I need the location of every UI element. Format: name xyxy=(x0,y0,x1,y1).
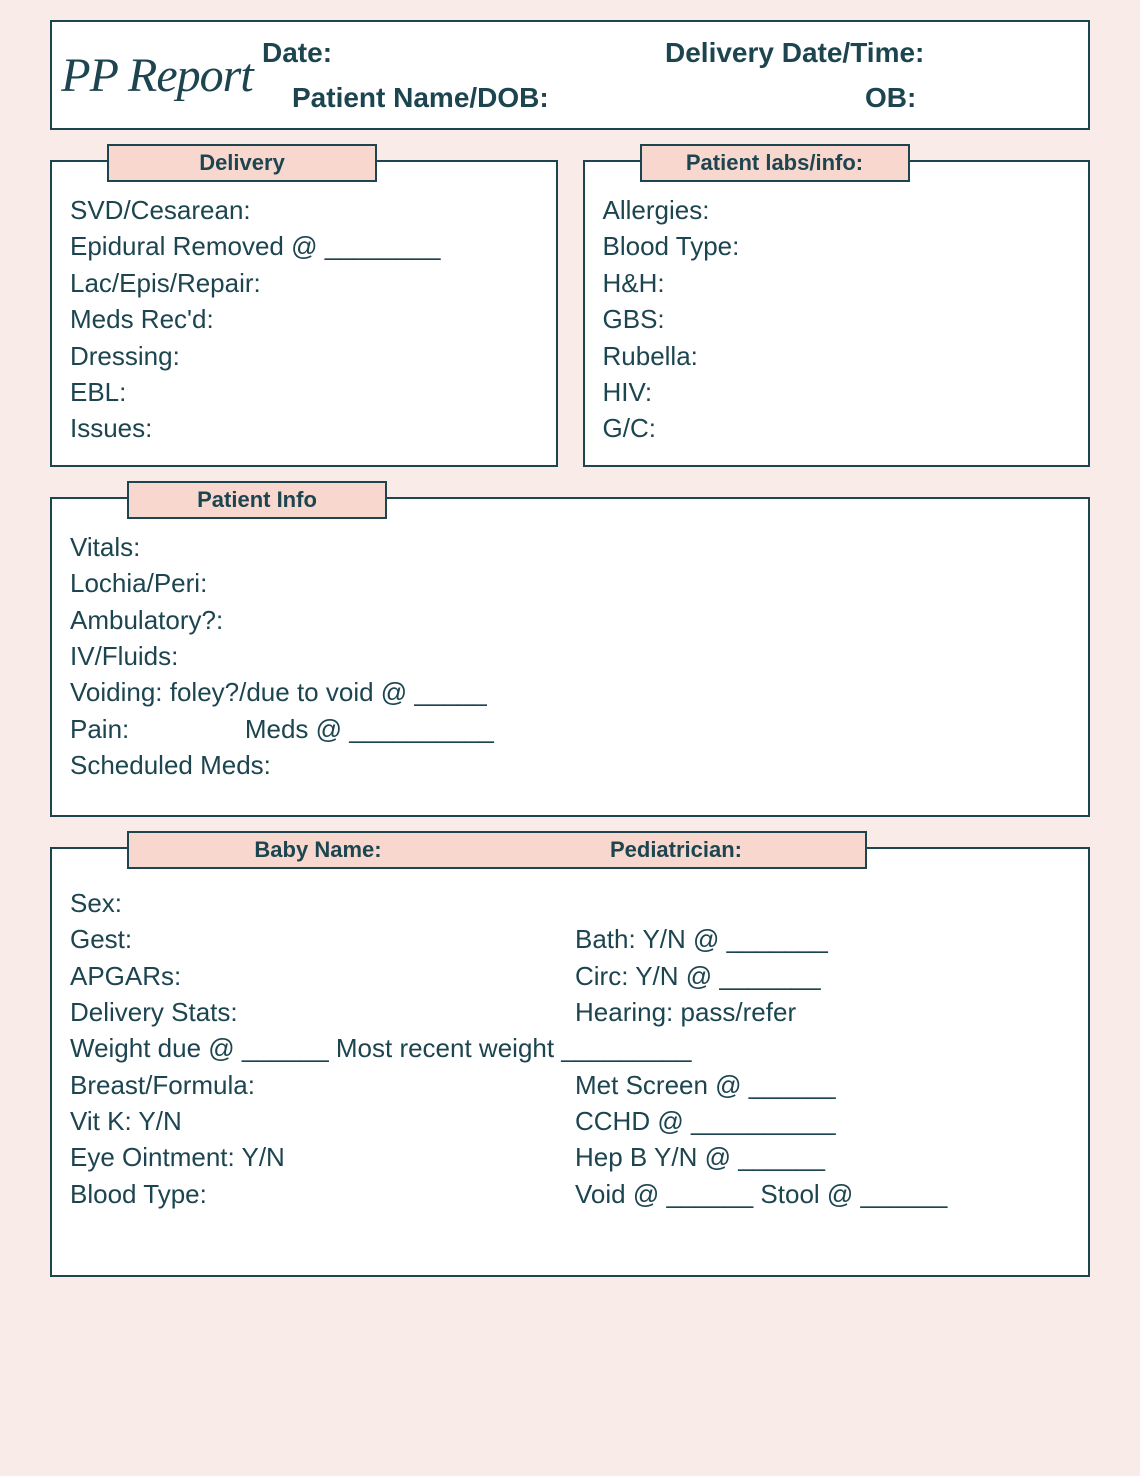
baby-row-3-right: Hearing: pass/refer xyxy=(575,994,1070,1030)
labs-lines: Allergies:Blood Type:H&H:GBS:Rubella:HIV… xyxy=(603,192,1071,447)
delivery-lines: SVD/Cesarean:Epidural Removed @ ________… xyxy=(70,192,538,447)
baby-row-7-left: Eye Ointment: Y/N xyxy=(70,1139,565,1175)
baby-row-5-right: Met Screen @ ______ xyxy=(575,1067,1070,1103)
baby-row-1-left: Gest: xyxy=(70,921,565,957)
baby-row-8-right: Void @ ______ Stool @ ______ xyxy=(575,1176,1070,1212)
baby-row-0-right xyxy=(575,885,1070,921)
labs-section: Patient labs/info: Allergies:Blood Type:… xyxy=(583,160,1091,467)
delivery-section: Delivery SVD/Cesarean:Epidural Removed @… xyxy=(50,160,558,467)
baby-name-label: Baby Name: xyxy=(139,837,497,863)
patient-name-dob-label: Patient Name/DOB: xyxy=(262,82,665,114)
labs-line-5: HIV: xyxy=(603,374,1071,410)
patient-info-section: Patient Info Vitals:Lochia/Peri:Ambulato… xyxy=(50,497,1090,817)
patient-info-lines: Vitals:Lochia/Peri:Ambulatory?:IV/Fluids… xyxy=(70,529,1070,784)
labs-line-0: Allergies: xyxy=(603,192,1071,228)
labs-line-4: Rubella: xyxy=(603,338,1071,374)
delivery-datetime-label: Delivery Date/Time: xyxy=(665,37,1068,69)
patient-info-line-2: Ambulatory?: xyxy=(70,602,1070,638)
baby-row-3-left: Delivery Stats: xyxy=(70,994,565,1030)
date-label: Date: xyxy=(262,37,665,69)
patient-info-line-5: Pain: Meds @ __________ xyxy=(70,711,1070,747)
delivery-line-3: Meds Rec'd: xyxy=(70,301,538,337)
delivery-line-5: EBL: xyxy=(70,374,538,410)
delivery-line-2: Lac/Epis/Repair: xyxy=(70,265,538,301)
row-delivery-labs: Delivery SVD/Cesarean:Epidural Removed @… xyxy=(50,160,1090,467)
delivery-line-1: Epidural Removed @ ________ xyxy=(70,228,538,264)
baby-row-4-full: Weight due @ ______ Most recent weight _… xyxy=(70,1030,1070,1066)
patient-info-line-6: Scheduled Meds: xyxy=(70,747,1070,783)
baby-grid: Sex:Gest: Bath: Y/N @ _______ APGARs: Circ:… xyxy=(70,885,1070,1213)
delivery-line-6: Issues: xyxy=(70,410,538,446)
patient-info-line-1: Lochia/Peri: xyxy=(70,565,1070,601)
baby-section: Baby Name: Pediatrician: Sex:Gest:Bath: … xyxy=(50,847,1090,1277)
patient-info-line-0: Vitals: xyxy=(70,529,1070,565)
patient-info-line-3: IV/Fluids: xyxy=(70,638,1070,674)
labs-line-2: H&H: xyxy=(603,265,1071,301)
labs-tab: Patient labs/info: xyxy=(640,144,910,182)
baby-row-0-left: Sex: xyxy=(70,885,565,921)
labs-line-3: GBS: xyxy=(603,301,1071,337)
header-fields: Date: Delivery Date/Time: Patient Name/D… xyxy=(262,22,1088,128)
baby-row-2-right: Circ: Y/N @ _______ xyxy=(575,958,1070,994)
labs-line-1: Blood Type: xyxy=(603,228,1071,264)
baby-row-5-left: Breast/Formula: xyxy=(70,1067,565,1103)
header-box: PP Report Date: Delivery Date/Time: Pati… xyxy=(50,20,1090,130)
logo: PP Report xyxy=(52,22,262,128)
baby-row-6-right: CCHD @ __________ xyxy=(575,1103,1070,1139)
patient-info-line-4: Voiding: foley?/due to void @ _____ xyxy=(70,674,1070,710)
patient-info-tab: Patient Info xyxy=(127,481,387,519)
baby-row-8-left: Blood Type: xyxy=(70,1176,565,1212)
baby-tab: Baby Name: Pediatrician: xyxy=(127,831,867,869)
baby-row-1-right: Bath: Y/N @ _______ xyxy=(575,921,1070,957)
baby-row-7-right: Hep B Y/N @ ______ xyxy=(575,1139,1070,1175)
delivery-tab: Delivery xyxy=(107,144,377,182)
pediatrician-label: Pediatrician: xyxy=(497,837,855,863)
baby-row-6-left: Vit K: Y/N xyxy=(70,1103,565,1139)
ob-label: OB: xyxy=(665,82,1068,114)
baby-row-2-left: APGARs: xyxy=(70,958,565,994)
delivery-line-0: SVD/Cesarean: xyxy=(70,192,538,228)
labs-line-6: G/C: xyxy=(603,410,1071,446)
delivery-line-4: Dressing: xyxy=(70,338,538,374)
